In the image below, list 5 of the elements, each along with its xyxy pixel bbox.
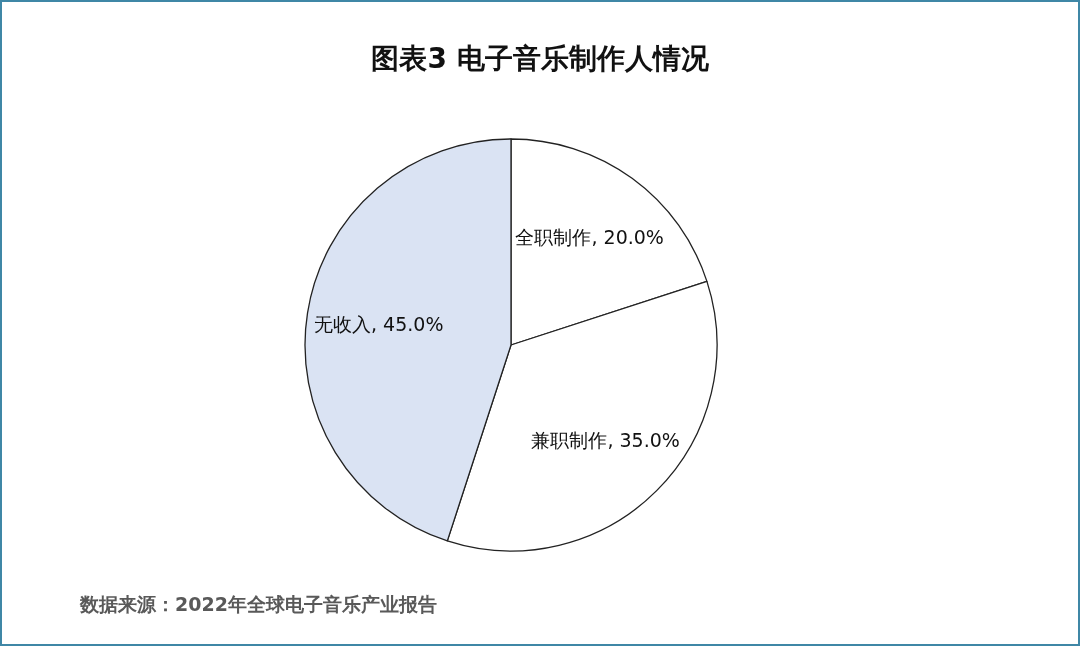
source-note: 数据来源：2022年全球电子音乐产业报告 — [79, 593, 437, 615]
slice-label: 兼职制作, 35.0% — [531, 428, 680, 451]
slice-label: 无收入, 45.0% — [314, 313, 444, 336]
chart-title: 图表3 电子音乐制作人情况 — [371, 42, 710, 75]
slice-label: 全职制作, 20.0% — [515, 225, 664, 248]
